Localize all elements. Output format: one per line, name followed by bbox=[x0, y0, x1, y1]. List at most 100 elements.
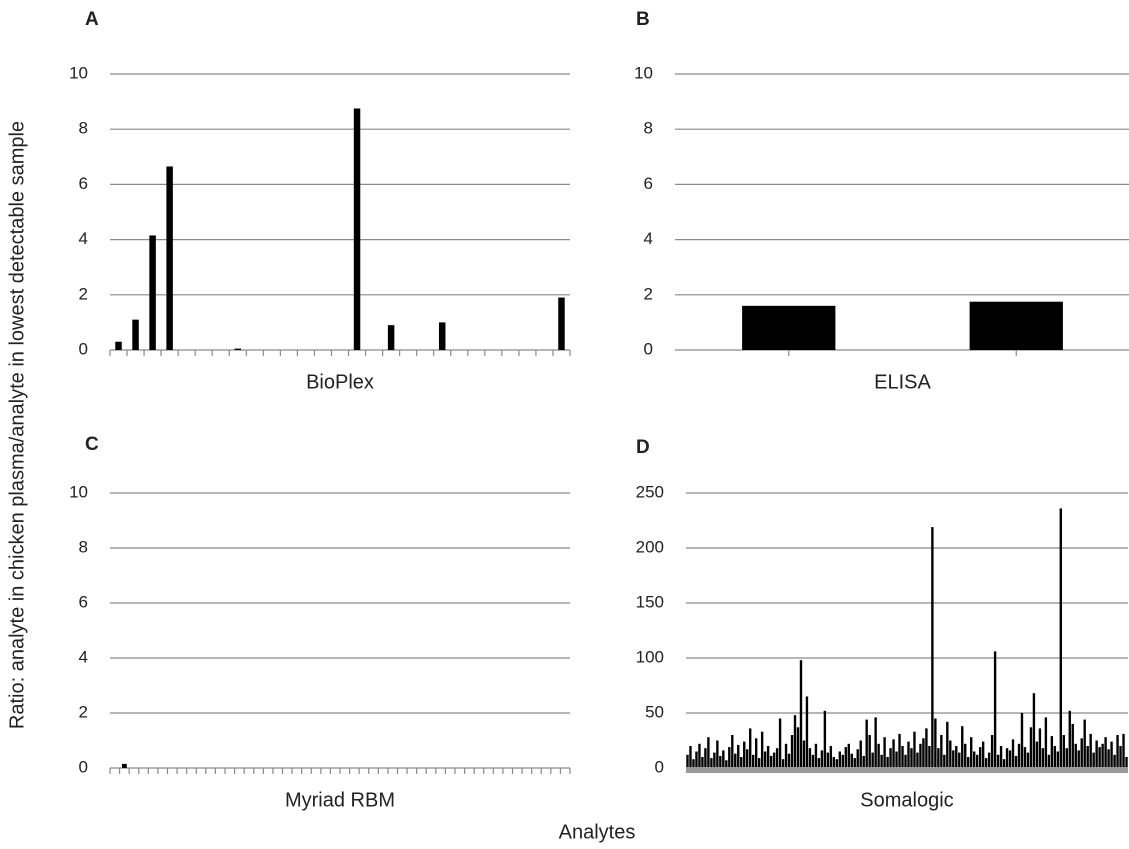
bar bbox=[781, 759, 785, 768]
bar bbox=[898, 733, 901, 768]
bar bbox=[1026, 752, 1030, 768]
bar bbox=[734, 753, 737, 768]
bar bbox=[904, 754, 907, 768]
bar bbox=[149, 235, 156, 350]
baseline-band bbox=[686, 767, 1128, 773]
bar bbox=[925, 728, 928, 768]
bar bbox=[787, 753, 791, 768]
bar bbox=[731, 735, 734, 768]
bar bbox=[1077, 750, 1080, 768]
bar bbox=[886, 757, 889, 768]
bar bbox=[868, 735, 871, 768]
bar bbox=[686, 754, 689, 768]
bar bbox=[838, 751, 841, 768]
bar bbox=[707, 737, 710, 768]
bar bbox=[967, 757, 970, 768]
bar bbox=[790, 735, 794, 768]
bar bbox=[1029, 727, 1033, 768]
bar bbox=[901, 746, 904, 768]
bar bbox=[871, 752, 874, 768]
bar bbox=[1104, 737, 1107, 768]
y-tick-label: 0 bbox=[79, 757, 88, 776]
bar bbox=[719, 755, 722, 768]
bar bbox=[234, 348, 242, 350]
bar bbox=[121, 763, 127, 768]
bar bbox=[820, 750, 824, 768]
bar bbox=[1035, 741, 1039, 768]
bar bbox=[940, 735, 943, 768]
y-tick-label: 4 bbox=[644, 229, 653, 248]
y-tick-label: 150 bbox=[636, 592, 664, 611]
bar bbox=[1065, 748, 1068, 768]
bar bbox=[438, 322, 446, 350]
bar bbox=[862, 755, 865, 768]
bar bbox=[713, 752, 716, 768]
bar bbox=[993, 651, 997, 768]
bar bbox=[949, 740, 952, 768]
bar bbox=[704, 748, 707, 768]
bar bbox=[931, 527, 934, 768]
bar bbox=[1125, 757, 1128, 768]
y-tick-label: 200 bbox=[636, 537, 664, 556]
bar bbox=[964, 743, 967, 768]
bar bbox=[937, 748, 940, 768]
bar bbox=[737, 744, 740, 768]
y-tick-label: 4 bbox=[79, 229, 88, 248]
panel-label: A bbox=[85, 9, 99, 30]
bar bbox=[1020, 713, 1024, 768]
bar bbox=[850, 753, 853, 768]
bar bbox=[895, 751, 898, 768]
bar bbox=[740, 757, 743, 768]
bar bbox=[1107, 749, 1110, 768]
bar bbox=[1095, 740, 1098, 768]
bar bbox=[769, 755, 773, 768]
y-tick-label: 2 bbox=[79, 702, 88, 721]
panel-label: C bbox=[85, 434, 99, 455]
bar bbox=[728, 747, 731, 768]
y-tick-label: 8 bbox=[644, 119, 653, 138]
bar bbox=[999, 746, 1003, 768]
y-tick-label: 10 bbox=[634, 63, 653, 82]
bar bbox=[1062, 735, 1065, 768]
bar bbox=[946, 721, 949, 768]
bar bbox=[910, 748, 913, 768]
bar bbox=[784, 743, 788, 768]
bar bbox=[1014, 755, 1018, 768]
bar bbox=[1047, 754, 1051, 768]
x-axis-label: Analytes bbox=[559, 821, 636, 843]
bar bbox=[1011, 739, 1015, 768]
bar bbox=[970, 737, 973, 768]
bar bbox=[808, 748, 812, 768]
panel-label: B bbox=[636, 9, 650, 30]
bar bbox=[1050, 736, 1054, 768]
bar bbox=[387, 325, 395, 350]
bar bbox=[1068, 710, 1071, 768]
bar bbox=[1122, 733, 1125, 768]
bar bbox=[847, 743, 850, 768]
y-tick-label: 2 bbox=[79, 284, 88, 303]
bar bbox=[1053, 746, 1057, 768]
bar bbox=[1089, 733, 1092, 768]
bar bbox=[856, 749, 859, 768]
bar bbox=[166, 166, 173, 350]
y-tick-label: 6 bbox=[79, 592, 88, 611]
bar bbox=[743, 741, 746, 768]
y-tick-label: 0 bbox=[644, 339, 653, 358]
bar bbox=[558, 297, 565, 350]
bar bbox=[692, 759, 695, 768]
bar bbox=[689, 746, 692, 768]
y-tick-label: 6 bbox=[79, 174, 88, 193]
bar bbox=[132, 319, 139, 350]
bar bbox=[987, 752, 991, 768]
bar bbox=[817, 758, 821, 768]
bar bbox=[722, 750, 725, 768]
bar bbox=[975, 754, 979, 768]
bar bbox=[889, 748, 892, 768]
y-tick-label: 250 bbox=[636, 482, 664, 501]
bar bbox=[793, 715, 797, 768]
bar bbox=[990, 735, 994, 768]
bar bbox=[742, 305, 836, 350]
y-tick-label: 2 bbox=[644, 284, 653, 303]
bar bbox=[710, 758, 713, 768]
